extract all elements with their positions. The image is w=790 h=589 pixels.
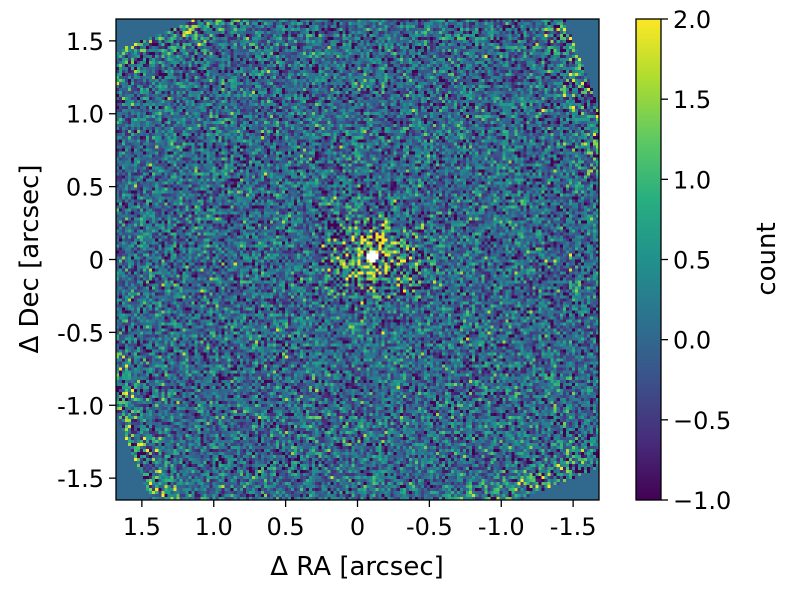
colorbar-tick-label: −0.5 <box>673 407 731 435</box>
x-tick-label: -1.0 <box>478 513 525 541</box>
x-tick-label: -0.5 <box>406 513 453 541</box>
x-tick-label: 0.5 <box>267 513 305 541</box>
colorbar-tick-label: 0.5 <box>673 247 711 275</box>
x-axis: 1.5 1.0 0.5 0 -0.5 -1.0 -1.5 <box>123 500 597 541</box>
x-tick-label: -1.5 <box>550 513 597 541</box>
colorbar-ticks: 2.0 1.5 1.0 0.5 0.0 −0.5 −1.0 <box>661 6 731 515</box>
x-tick-label: 0 <box>350 513 365 541</box>
y-tick-label: 1.0 <box>66 101 104 129</box>
x-tick-label: 1.0 <box>195 513 233 541</box>
y-axis-label: Δ Dec [arcsec] <box>15 164 45 353</box>
colorbar-gradient <box>635 18 662 501</box>
colorbar: 2.0 1.5 1.0 0.5 0.0 −0.5 −1.0 count <box>635 6 782 515</box>
colorbar-label: count <box>752 222 782 295</box>
colorbar-tick-label: 1.5 <box>673 86 711 114</box>
x-axis-label: Δ RA [arcsec] <box>270 552 444 582</box>
colorbar-tick-label: 1.0 <box>673 166 711 194</box>
colorbar-tick-label: 2.0 <box>673 6 711 34</box>
y-tick-label: -1.0 <box>57 392 104 420</box>
colorbar-tick-label: 0.0 <box>673 327 711 355</box>
colorbar-tick-label: −1.0 <box>673 487 731 515</box>
y-tick-label: 0 <box>89 247 104 275</box>
y-tick-label: -1.5 <box>57 465 104 493</box>
y-tick-label: 0.5 <box>66 174 104 202</box>
heatmap-panel <box>115 18 600 501</box>
y-axis: 1.5 1.0 0.5 0 -0.5 -1.0 -1.5 <box>57 28 116 493</box>
x-tick-label: 1.5 <box>123 513 161 541</box>
heatmap-image <box>116 19 599 500</box>
y-tick-label: 1.5 <box>66 28 104 56</box>
y-tick-label: -0.5 <box>57 319 104 347</box>
